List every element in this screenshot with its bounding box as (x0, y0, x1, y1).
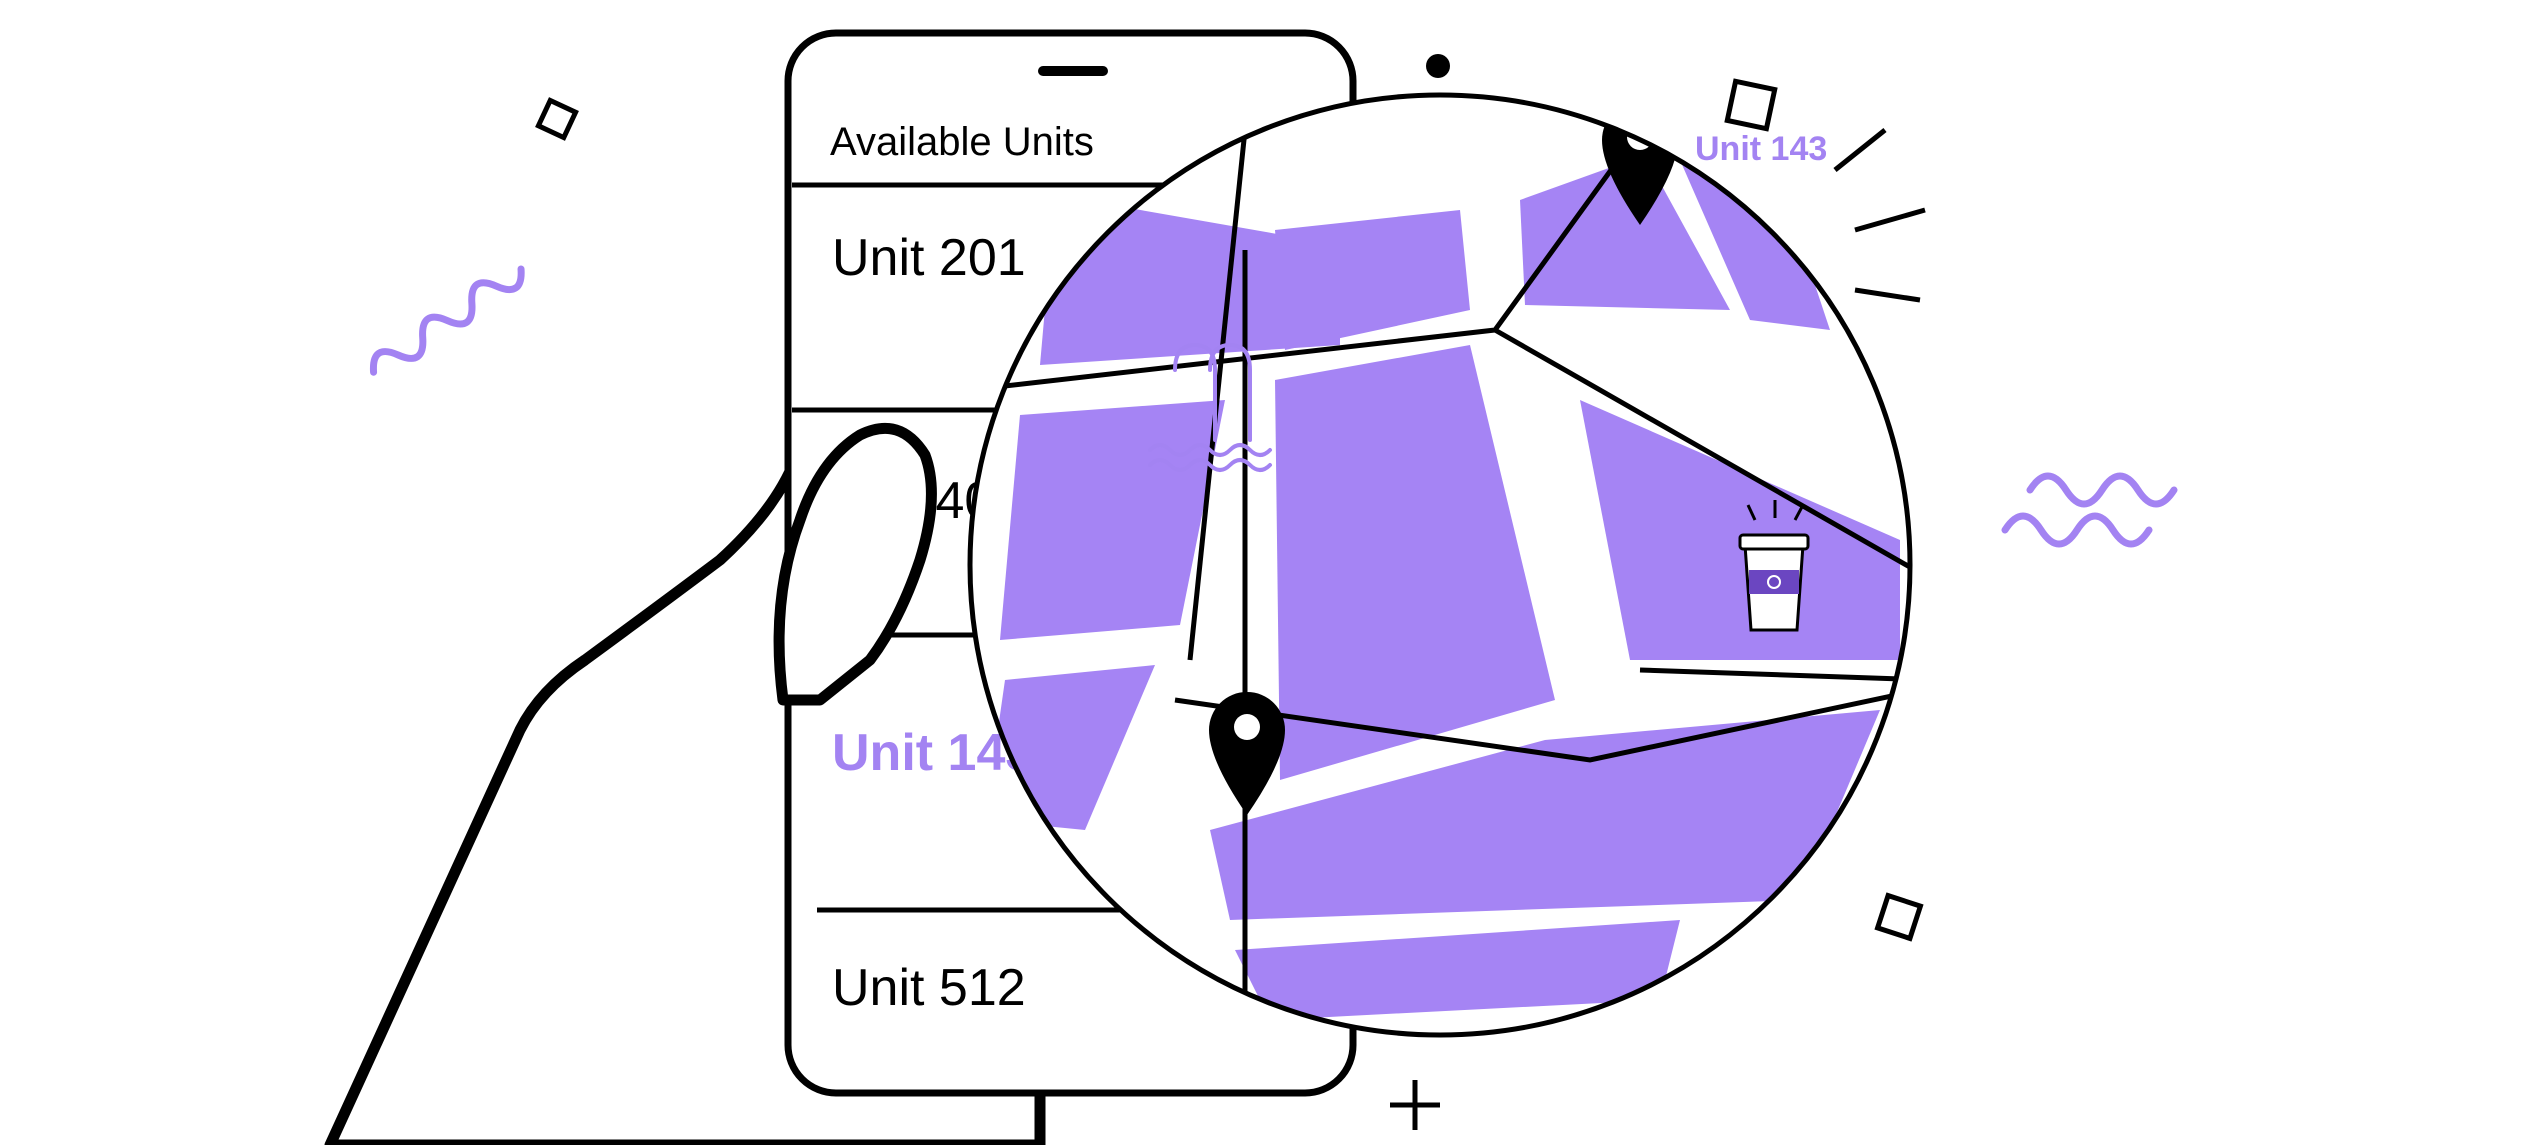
list-item[interactable]: Unit 512 (832, 959, 1026, 1017)
decor-squiggle-right-top (2030, 476, 2174, 504)
map-zoom (970, 95, 1930, 1040)
decor-square-top-right (1727, 81, 1774, 128)
decor-square-top-left (538, 100, 575, 137)
list-item-label: Unit 201 (832, 229, 1026, 287)
decor-burst-lines (1835, 130, 1925, 300)
list-item-label: Unit 512 (832, 959, 1026, 1017)
decor-square-bottom-right (1878, 896, 1921, 939)
decor-squiggle-right-bottom (2005, 516, 2149, 544)
available-units-label: Available Units (830, 120, 1094, 164)
list-item[interactable]: Unit 201 (832, 229, 1026, 287)
decor-squiggle-left (366, 259, 528, 383)
map-callout-label: Unit 143 (1695, 130, 1827, 168)
decor-plus (1390, 1080, 1440, 1130)
decor-dot (1426, 54, 1450, 78)
